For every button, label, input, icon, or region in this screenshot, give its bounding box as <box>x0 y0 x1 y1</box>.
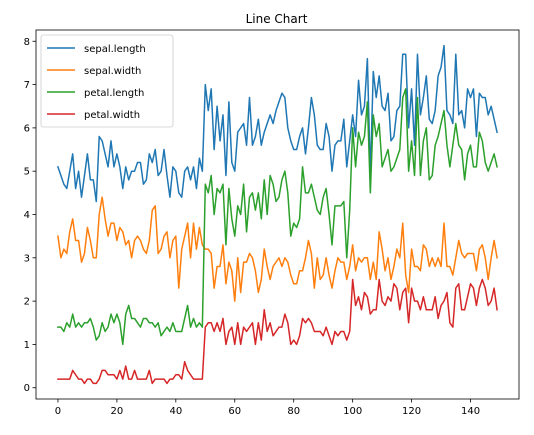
y-tick-label: 5 <box>24 167 30 178</box>
y-tick-label: 8 <box>24 37 30 48</box>
x-tick-label: 140 <box>461 406 480 417</box>
series-line-sepal-width <box>57 196 498 302</box>
y-tick-label: 1 <box>24 340 30 351</box>
plot-frame <box>35 29 520 400</box>
y-tick-label: 7 <box>24 80 30 91</box>
x-tick-label: 120 <box>402 406 421 417</box>
x-axis: 0 20 40 60 80 100 120 140 <box>55 399 480 417</box>
legend-label-sepal-width: sepal.width <box>84 66 141 77</box>
legend-box <box>40 34 174 128</box>
legend: sepal.length sepal.width petal.length petal… <box>40 34 174 128</box>
chart-title: Line Chart <box>246 12 308 26</box>
x-tick-label: 60 <box>228 406 241 417</box>
y-tick-label: 2 <box>24 297 30 308</box>
x-tick-label: 40 <box>169 406 182 417</box>
series-group <box>56 44 498 385</box>
legend-label-petal-width: petal.width <box>84 110 140 121</box>
y-tick-label: 4 <box>24 210 30 221</box>
legend-label-sepal-length: sepal.length <box>84 44 146 55</box>
y-tick-label: 6 <box>24 123 30 134</box>
x-tick-label: 0 <box>55 406 61 417</box>
series-line-sepal-length <box>56 44 498 203</box>
y-axis: 0 1 2 3 4 5 6 7 8 <box>24 37 36 394</box>
x-tick-label: 100 <box>343 406 362 417</box>
x-tick-label: 80 <box>287 406 300 417</box>
legend-label-petal-length: petal.length <box>84 88 144 99</box>
y-tick-label: 0 <box>24 383 30 394</box>
series-line-petal-width <box>57 278 498 385</box>
x-tick-label: 20 <box>111 406 124 417</box>
y-tick-label: 3 <box>24 253 30 264</box>
series-line-petal-length <box>57 88 498 346</box>
